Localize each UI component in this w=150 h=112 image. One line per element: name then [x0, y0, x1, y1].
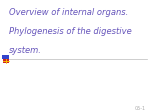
Bar: [2, 55, 9, 59]
Text: 05-1: 05-1: [134, 106, 146, 111]
Text: Phylogenesis of the digestive: Phylogenesis of the digestive: [9, 27, 132, 36]
Text: Overview of internal organs.: Overview of internal organs.: [9, 8, 128, 17]
Text: system.: system.: [9, 46, 42, 55]
Bar: [3, 59, 9, 63]
